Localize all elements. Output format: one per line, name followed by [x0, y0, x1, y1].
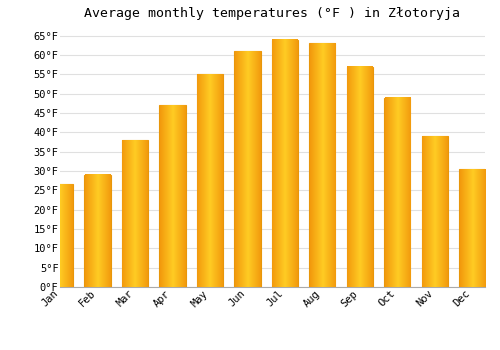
Bar [459, 169, 485, 287]
Bar [122, 140, 148, 287]
Bar [47, 184, 73, 287]
Bar [84, 175, 110, 287]
Title: Average monthly temperatures (°F ) in Złotoryja: Average monthly temperatures (°F ) in Zł… [84, 7, 460, 20]
Bar [309, 43, 336, 287]
Bar [160, 105, 186, 287]
Bar [422, 136, 448, 287]
Bar [234, 51, 260, 287]
Bar [197, 75, 223, 287]
Bar [384, 98, 410, 287]
Bar [272, 40, 298, 287]
Bar [346, 66, 373, 287]
